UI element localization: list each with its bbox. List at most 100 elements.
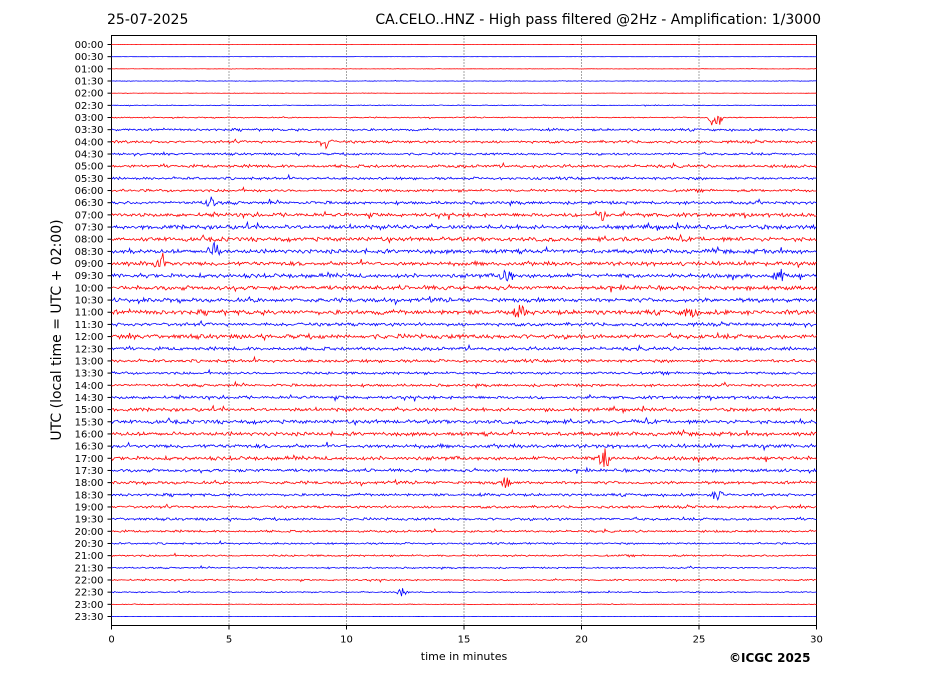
- trace-13:00: [111, 355, 817, 364]
- y-tick-label-21:30: 21:30: [75, 563, 104, 574]
- y-tick-label-21:00: 21:00: [75, 551, 104, 562]
- y-tick-label-09:30: 09:30: [75, 271, 104, 282]
- trace-09:30: [111, 268, 817, 282]
- trace-20:00: [111, 528, 817, 534]
- y-tick-label-08:30: 08:30: [75, 247, 104, 258]
- y-tick-label-19:30: 19:30: [75, 515, 104, 526]
- x-tick-label-20: 20: [575, 635, 588, 646]
- y-tick-label-22:00: 22:00: [75, 575, 104, 586]
- trace-03:30: [111, 127, 817, 133]
- trace-13:30: [111, 368, 817, 376]
- x-tick-label-5: 5: [226, 635, 232, 646]
- x-tick-label-25: 25: [693, 635, 706, 646]
- y-tick-label-01:30: 01:30: [75, 77, 104, 88]
- traces: [111, 43, 817, 618]
- trace-11:30: [111, 319, 817, 329]
- y-tick-label-17:00: 17:00: [75, 454, 104, 465]
- y-tick-label-10:00: 10:00: [75, 283, 104, 294]
- trace-16:30: [111, 441, 817, 452]
- trace-14:30: [111, 393, 817, 403]
- trace-11:00: [111, 304, 817, 318]
- y-tick-label-00:00: 00:00: [75, 40, 104, 51]
- trace-23:00: [111, 603, 817, 606]
- y-tick-label-13:00: 13:00: [75, 356, 104, 367]
- trace-22:00: [111, 578, 817, 583]
- y-tick-label-12:00: 12:00: [75, 332, 104, 343]
- trace-15:00: [111, 404, 817, 415]
- y-tick-label-13:30: 13:30: [75, 369, 104, 380]
- y-tick-label-22:30: 22:30: [75, 588, 104, 599]
- y-tick-label-07:30: 07:30: [75, 223, 104, 234]
- y-tick-label-17:30: 17:30: [75, 466, 104, 477]
- y-tick-label-11:30: 11:30: [75, 320, 104, 331]
- y-tick-label-03:00: 03:00: [75, 113, 104, 124]
- copyright-label: ©ICGC 2025: [729, 651, 811, 665]
- y-tick-label-18:00: 18:00: [75, 478, 104, 489]
- y-tick-label-02:30: 02:30: [75, 101, 104, 112]
- trace-16:00: [111, 428, 817, 438]
- trace-03:00: [111, 115, 817, 126]
- trace-02:00: [111, 92, 817, 95]
- y-tick-label-04:00: 04:00: [75, 137, 104, 148]
- trace-02:30: [111, 104, 817, 107]
- y-tick-label-14:30: 14:30: [75, 393, 104, 404]
- y-tick-label-09:00: 09:00: [75, 259, 104, 270]
- y-tick-label-02:00: 02:00: [75, 89, 104, 100]
- trace-19:30: [111, 516, 817, 523]
- y-tick-label-05:30: 05:30: [75, 174, 104, 185]
- y-tick-label-18:30: 18:30: [75, 490, 104, 501]
- y-tick-label-06:00: 06:00: [75, 186, 104, 197]
- trace-05:30: [111, 173, 817, 181]
- y-tick-label-20:00: 20:00: [75, 527, 104, 538]
- x-axis-label: time in minutes: [420, 650, 508, 663]
- trace-01:00: [111, 68, 817, 70]
- trace-07:00: [111, 210, 817, 222]
- y-tick-label-11:00: 11:00: [75, 308, 104, 319]
- trace-04:00: [111, 138, 817, 150]
- y-tick-label-10:30: 10:30: [75, 296, 104, 307]
- trace-09:00: [111, 252, 817, 268]
- trace-08:30: [111, 240, 817, 257]
- trace-17:30: [111, 466, 817, 474]
- trace-06:00: [111, 186, 817, 194]
- y-tick-label-15:30: 15:30: [75, 417, 104, 428]
- date-label: 25-07-2025: [107, 12, 189, 28]
- y-tick-label-20:30: 20:30: [75, 539, 104, 550]
- y-tick-label-16:00: 16:00: [75, 429, 104, 440]
- x-tick-label-30: 30: [810, 635, 823, 646]
- x-tick-label-0: 0: [108, 635, 114, 646]
- y-tick-label-14:00: 14:00: [75, 381, 104, 392]
- y-tick-label-04:30: 04:30: [75, 150, 104, 161]
- trace-12:00: [111, 331, 817, 342]
- trace-17:00: [111, 448, 817, 467]
- y-tick-label-01:00: 01:00: [75, 64, 104, 75]
- y-tick-label-07:00: 07:00: [75, 210, 104, 221]
- trace-05:00: [111, 161, 817, 169]
- x-ticks: 0 5 10 15 20 25 30: [108, 625, 823, 646]
- trace-15:30: [111, 416, 817, 427]
- x-tick-label-10: 10: [340, 635, 353, 646]
- trace-10:00: [111, 283, 817, 293]
- x-tick-label-15: 15: [458, 635, 471, 646]
- chart-title: CA.CELO..HNZ - High pass filtered @2Hz -…: [375, 12, 821, 28]
- trace-18:00: [111, 477, 817, 488]
- y-tick-label-06:30: 06:30: [75, 198, 104, 209]
- trace-20:30: [111, 540, 817, 546]
- y-tick-label-19:00: 19:00: [75, 502, 104, 513]
- trace-04:30: [111, 151, 817, 157]
- y-tick-label-08:00: 08:00: [75, 235, 104, 246]
- y-tick-label-16:30: 16:30: [75, 442, 104, 453]
- y-tick-label-12:30: 12:30: [75, 344, 104, 355]
- trace-21:30: [111, 564, 817, 570]
- trace-06:30: [111, 196, 817, 207]
- y-tick-label-15:00: 15:00: [75, 405, 104, 416]
- trace-08:00: [111, 233, 817, 244]
- y-tick-label-23:30: 23:30: [75, 612, 104, 623]
- y-tick-label-23:00: 23:00: [75, 600, 104, 611]
- trace-10:30: [111, 296, 817, 306]
- y-tick-label-03:30: 03:30: [75, 125, 104, 136]
- trace-22:30: [111, 588, 817, 597]
